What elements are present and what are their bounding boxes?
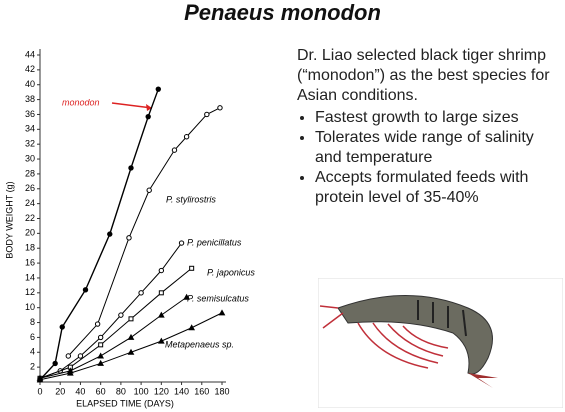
x-tick-label: 80 xyxy=(116,386,126,396)
y-tick-label: 24 xyxy=(25,198,35,208)
x-tick-label: 160 xyxy=(194,386,209,396)
point xyxy=(157,311,165,318)
point xyxy=(204,111,210,118)
x-tick-label: 40 xyxy=(75,386,85,396)
y-tick-label: 22 xyxy=(25,213,35,223)
slide-title: Penaeus monodon xyxy=(184,0,381,25)
y-tick-label: 28 xyxy=(25,168,35,178)
point xyxy=(65,353,72,359)
point xyxy=(107,231,113,237)
x-tick-label: 20 xyxy=(55,386,65,396)
point xyxy=(59,324,65,330)
series-label: P. penicillatus xyxy=(187,237,242,247)
y-tick-label: 32 xyxy=(25,139,35,149)
y-tick-label: 20 xyxy=(25,228,35,238)
series-line xyxy=(39,296,187,379)
point xyxy=(128,316,134,322)
y-tick-label: 36 xyxy=(25,109,35,119)
point xyxy=(126,235,132,241)
point xyxy=(128,165,134,171)
point xyxy=(183,134,190,140)
point xyxy=(189,265,195,271)
point xyxy=(52,360,58,367)
y-tick-label: 26 xyxy=(25,183,35,193)
point xyxy=(217,105,223,111)
series-line xyxy=(67,107,221,357)
shrimp-body xyxy=(337,295,493,375)
point xyxy=(127,333,135,340)
y-tick-label: 42 xyxy=(25,64,35,74)
x-tick-label: 140 xyxy=(174,386,189,396)
shrimp-stripes xyxy=(417,300,467,337)
point xyxy=(36,376,44,383)
point xyxy=(188,324,196,331)
y-tick-label: 10 xyxy=(25,302,35,312)
series-line xyxy=(39,88,159,381)
arrow-head xyxy=(146,104,152,111)
bullet: Fastest growth to large sizes xyxy=(315,108,562,128)
y-tick-label: 8 xyxy=(30,317,35,327)
series-label: P. japonicus xyxy=(207,267,255,277)
point xyxy=(97,359,105,366)
y-tick-label: 14 xyxy=(25,272,35,282)
point xyxy=(218,309,226,316)
y-tick-label: 4 xyxy=(30,347,35,357)
series-label: monodon xyxy=(62,97,100,107)
point xyxy=(66,369,74,376)
x-axis-label: ELAPSED TIME (DAYS) xyxy=(76,398,174,408)
point xyxy=(77,353,84,359)
x-tick-label: 60 xyxy=(96,386,106,396)
y-tick-label: 44 xyxy=(25,49,35,59)
x-tick-label: 180 xyxy=(214,386,229,396)
bullet: Tolerates wide range of salinity and tem… xyxy=(315,128,562,168)
point xyxy=(97,334,104,341)
y-tick-label: 18 xyxy=(25,243,35,253)
y-axis-label: BODY WEIGHT (g) xyxy=(4,181,14,258)
point xyxy=(158,290,164,296)
series-label: P. stylirostris xyxy=(166,194,216,204)
shrimp-tail xyxy=(468,373,498,388)
y-tick-label: 2 xyxy=(30,362,35,372)
y-tick-label: 12 xyxy=(25,287,35,297)
annotation-arrow xyxy=(111,102,153,109)
x-tick-label: 100 xyxy=(134,386,149,396)
y-tick-label: 38 xyxy=(25,94,35,104)
point xyxy=(146,187,152,193)
point xyxy=(127,348,135,355)
y-tick-label: 6 xyxy=(30,332,35,342)
series-label: Metapenaeus sp. xyxy=(165,339,234,349)
chart: ELAPSED TIME (DAYS) BODY WEIGHT (g) 2468… xyxy=(4,49,255,408)
point xyxy=(118,312,124,318)
series-label: P. semisulcatus xyxy=(187,293,249,303)
x-tick-label: 0 xyxy=(37,386,42,396)
point xyxy=(157,337,165,344)
point xyxy=(94,321,101,327)
shrimp-photo xyxy=(318,278,563,408)
y-tick-label: 30 xyxy=(25,153,35,163)
point xyxy=(82,287,89,293)
point xyxy=(145,113,151,120)
bullets: Fastest growth to large sizes Tolerates … xyxy=(297,108,562,208)
point xyxy=(183,293,190,300)
x-tick-label: 120 xyxy=(154,386,169,396)
text-block: Dr. Liao selected black tiger shrimp (“m… xyxy=(297,46,562,208)
point xyxy=(155,86,162,92)
point xyxy=(171,147,178,153)
y-tick-label: 16 xyxy=(25,257,35,267)
bullet: Accepts formulated feeds with protein le… xyxy=(315,168,562,208)
point xyxy=(178,240,185,246)
photo-frame xyxy=(318,278,563,408)
series-line xyxy=(39,267,192,379)
y-tick-label: 34 xyxy=(25,124,35,134)
point xyxy=(138,290,144,296)
intro: Dr. Liao selected black tiger shrimp (“m… xyxy=(297,47,550,104)
series-line xyxy=(39,242,182,379)
point xyxy=(97,352,105,359)
point xyxy=(98,342,104,348)
y-tick-label: 40 xyxy=(25,79,35,89)
shrimp-legs xyxy=(319,305,449,369)
point xyxy=(158,267,165,274)
